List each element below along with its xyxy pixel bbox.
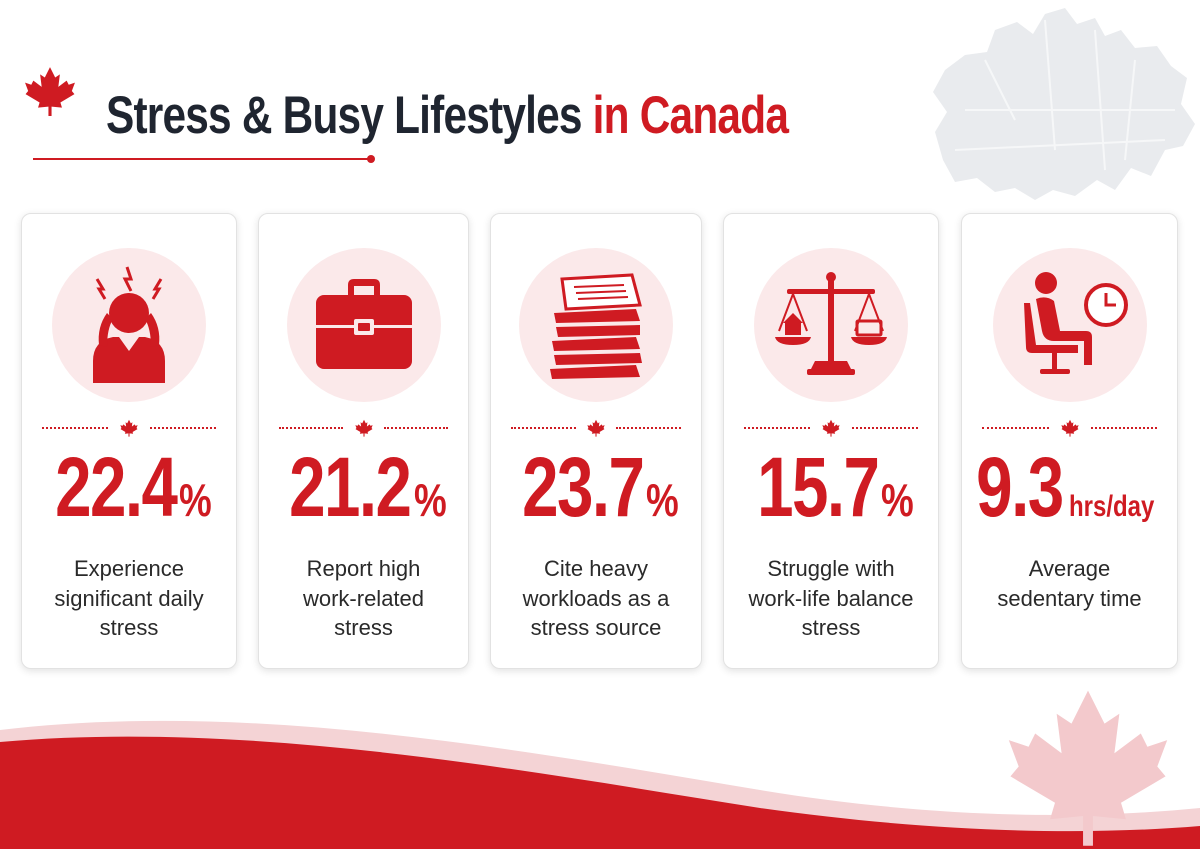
card-divider <box>42 419 216 437</box>
maple-leaf-icon <box>587 419 605 437</box>
stat-card-daily-stress: 22.4% Experience significant daily stres… <box>21 213 237 669</box>
canada-map-background <box>933 8 1195 200</box>
card-divider <box>982 419 1157 437</box>
description-line: Average <box>1028 556 1111 581</box>
stat-unit: % <box>881 474 915 526</box>
icon-circle <box>519 248 673 402</box>
description-line: Experience <box>73 556 185 581</box>
stat-description: Cite heavy workloads as a stress source <box>505 554 687 643</box>
stat-value: 9.3 hrs/day <box>962 442 1177 557</box>
maple-leaf-icon <box>355 419 373 437</box>
stat-value: 22.4% <box>22 442 236 557</box>
maple-leaf-watermark-icon <box>988 684 1188 849</box>
title-accent: in Canada <box>592 86 789 145</box>
stat-description: Experience significant daily stress <box>36 554 222 643</box>
stat-number: 22.4 <box>54 440 178 534</box>
stat-description: Report high work-related stress <box>273 554 454 643</box>
description-line: stress <box>99 615 159 640</box>
stat-description: Average sedentary time <box>976 554 1163 613</box>
stat-unit: hrs/day <box>1068 490 1154 523</box>
maple-leaf-icon <box>822 419 840 437</box>
description-line: Cite heavy <box>544 556 648 581</box>
stat-value: 23.7% <box>491 442 701 557</box>
description-line: work-life balance <box>748 585 914 611</box>
description-line: sedentary time <box>997 585 1142 611</box>
icon-circle <box>286 248 441 402</box>
maple-leaf-icon <box>120 419 138 437</box>
stat-description: Struggle with work-life balance stress <box>738 554 924 643</box>
stat-value: 21.2% <box>259 442 468 557</box>
maple-leaf-icon <box>1061 419 1079 437</box>
stat-card-work-life-balance: 15.7% Struggle with work-life balance st… <box>723 213 939 669</box>
stat-unit: % <box>646 474 680 526</box>
stat-number: 23.7 <box>521 440 645 534</box>
description-line: significant daily <box>54 585 204 611</box>
description-line: Report high <box>306 556 421 581</box>
description-line: Struggle with <box>767 556 895 581</box>
description-line: work-related <box>302 585 425 611</box>
bottom-wave <box>0 720 1200 849</box>
briefcase-icon <box>315 279 412 369</box>
stat-number: 15.7 <box>756 440 880 534</box>
stat-card-workload: 23.7% Cite heavy workloads as a stress s… <box>490 213 702 669</box>
stat-unit: % <box>179 474 213 526</box>
description-line: stress <box>334 615 393 640</box>
maple-leaf-icon <box>24 50 76 132</box>
icon-circle <box>754 248 908 402</box>
description-line: stress source <box>530 615 662 640</box>
stat-number: 21.2 <box>289 440 412 534</box>
card-divider <box>279 419 448 437</box>
stressed-person-icon <box>93 266 165 383</box>
description-line: workloads as a <box>522 585 670 611</box>
card-divider <box>744 419 918 437</box>
icon-circle <box>992 248 1147 402</box>
paper-stack-icon <box>550 273 642 379</box>
title-underline <box>33 158 373 160</box>
page-title: Stress & Busy Lifestyles in Canada <box>106 76 789 156</box>
balance-scale-icon <box>775 272 887 375</box>
icon-circle <box>52 248 206 402</box>
title-main: Stress & Busy Lifestyles <box>106 86 582 145</box>
stat-number: 9.3 <box>975 440 1064 534</box>
title-underline-dot <box>367 155 375 163</box>
description-line: stress <box>801 615 861 640</box>
stat-card-sedentary-time: 9.3 hrs/day Average sedentary time <box>961 213 1178 669</box>
stat-card-work-stress: 21.2% Report high work-related stress <box>258 213 469 669</box>
card-divider <box>511 419 681 437</box>
stat-value: 15.7% <box>724 442 938 557</box>
stat-unit: % <box>413 474 447 526</box>
sitting-person-clock-icon <box>1023 272 1128 374</box>
